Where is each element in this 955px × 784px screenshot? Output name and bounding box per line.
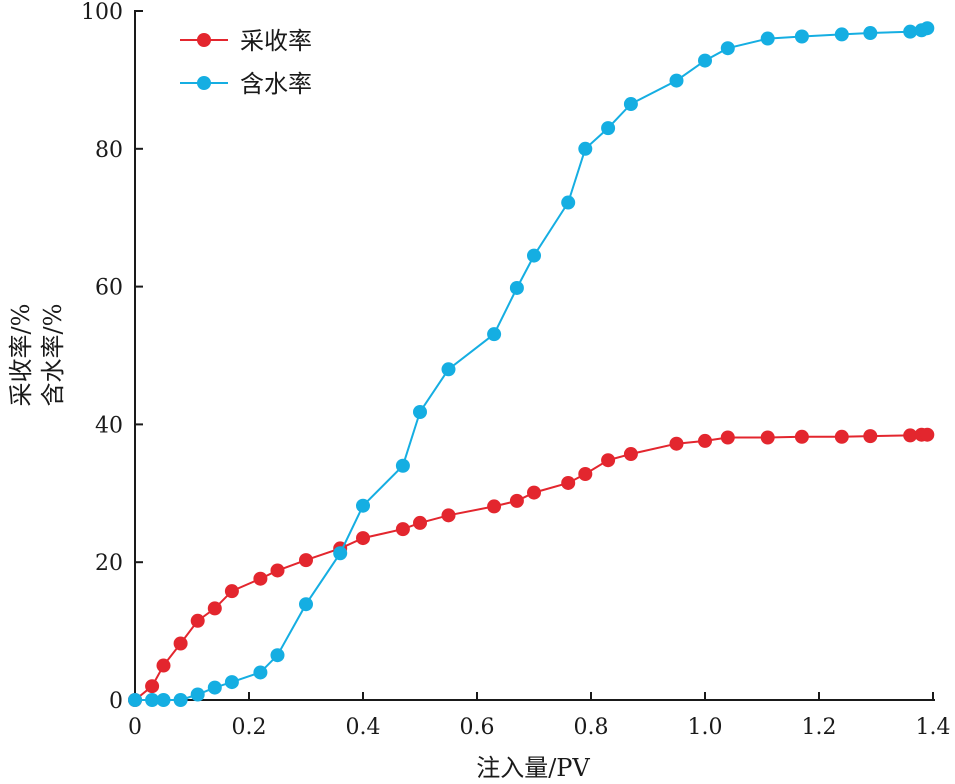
data-point <box>441 508 456 523</box>
data-point <box>145 679 160 694</box>
data-point <box>224 675 239 690</box>
series-line <box>134 433 928 701</box>
y-tick-label: 20 <box>95 551 123 576</box>
data-point <box>395 522 410 537</box>
data-point <box>794 429 809 444</box>
data-point <box>834 429 849 444</box>
y-axis-title-line-1: 采收率/% <box>7 304 35 407</box>
data-point <box>270 648 285 663</box>
data-point <box>413 515 427 530</box>
data-point <box>207 601 222 616</box>
legend-item-1: 采收率 <box>180 27 312 55</box>
data-point <box>190 687 205 702</box>
data-point <box>669 73 684 88</box>
data-point <box>920 21 935 36</box>
data-point <box>760 31 775 46</box>
data-point <box>253 571 268 586</box>
y-tick-label: 100 <box>81 0 123 25</box>
data-point <box>173 693 188 707</box>
x-tick-label: 0.6 <box>460 715 495 740</box>
data-point <box>578 141 593 156</box>
data-point <box>720 41 735 56</box>
series-2 <box>128 21 935 707</box>
data-point <box>527 485 541 500</box>
series-line <box>135 27 928 701</box>
y-tick-label: 60 <box>95 276 123 301</box>
legend-label: 含水率 <box>240 70 312 98</box>
data-point <box>299 553 313 568</box>
axes: 0 0.2 0.4 0.6 0.8 1.0 1.2 1.4 0 20 40 60 80 100 <box>81 0 951 740</box>
data-point <box>903 24 918 39</box>
data-point <box>413 404 427 419</box>
data-point <box>623 447 638 462</box>
series-1 <box>128 427 935 707</box>
series-layer <box>128 21 935 707</box>
data-point <box>299 597 313 612</box>
x-tick-label: 1.2 <box>802 715 837 740</box>
y-tick-label: 0 <box>109 689 123 714</box>
data-point <box>903 428 918 443</box>
data-point <box>720 430 735 445</box>
y-axis-title-line-2: 含水率/% <box>39 304 67 407</box>
data-point <box>356 531 370 546</box>
data-point <box>863 26 878 41</box>
data-point <box>333 546 348 561</box>
data-point <box>156 693 171 707</box>
data-point <box>578 467 593 482</box>
data-point <box>173 636 188 651</box>
data-point <box>669 436 684 451</box>
data-point <box>561 475 576 490</box>
legend-label: 采收率 <box>240 27 312 55</box>
data-point <box>253 665 268 680</box>
data-point <box>487 327 502 342</box>
data-point <box>527 248 541 263</box>
y-tick-label: 40 <box>95 413 123 438</box>
data-point <box>561 195 576 210</box>
data-point <box>509 280 524 295</box>
data-point <box>128 693 142 707</box>
data-point <box>156 658 171 673</box>
data-point <box>356 498 370 513</box>
data-point <box>698 433 712 448</box>
legend-marker <box>197 76 211 90</box>
x-tick-label: 0 <box>128 715 142 740</box>
data-point <box>224 584 239 599</box>
x-tick-label: 0.2 <box>232 715 267 740</box>
data-point <box>834 27 849 42</box>
legend-item-2: 含水率 <box>180 70 312 98</box>
data-point <box>698 53 712 68</box>
data-point <box>920 427 935 442</box>
data-point <box>794 29 809 44</box>
data-point <box>601 121 616 136</box>
data-point <box>207 680 222 695</box>
legend-marker <box>197 33 211 47</box>
data-point <box>441 362 456 377</box>
x-tick-label: 1.0 <box>688 715 723 740</box>
data-point <box>623 97 638 112</box>
x-tick-label: 1.4 <box>916 715 951 740</box>
data-point <box>270 563 285 578</box>
y-axis-title: 采收率/% 含水率/% <box>7 304 67 407</box>
data-point <box>487 499 502 514</box>
data-point <box>863 429 878 444</box>
data-point <box>760 430 775 445</box>
data-point <box>601 453 616 468</box>
data-point <box>395 458 410 473</box>
x-axis-title: 注入量/PV <box>476 754 590 782</box>
data-point <box>509 493 524 508</box>
y-tick-label: 80 <box>95 138 123 163</box>
x-tick-label: 0.8 <box>574 715 609 740</box>
data-point <box>145 693 160 707</box>
x-tick-label: 0.4 <box>346 715 381 740</box>
data-point <box>190 613 205 628</box>
